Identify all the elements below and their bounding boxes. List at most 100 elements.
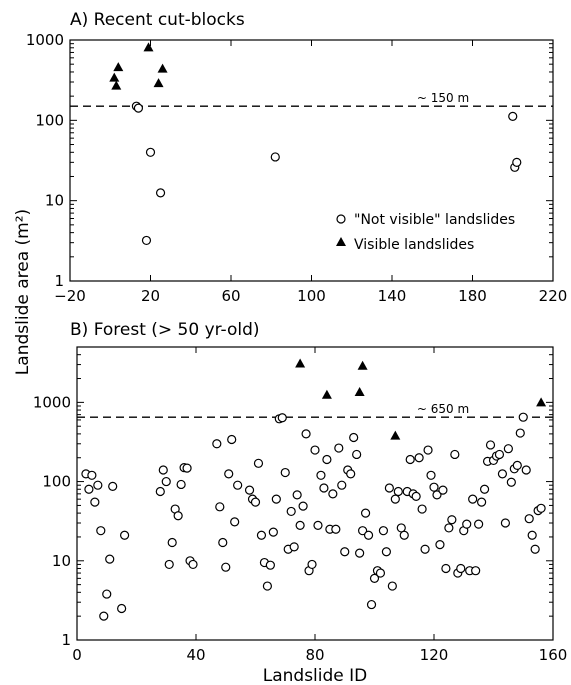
panel-a-ytick-label: 100: [35, 111, 64, 129]
panel-b-point-visible: [354, 387, 365, 397]
panel-b-point-not-visible: [536, 503, 546, 513]
panel-b-point-not-visible: [346, 469, 356, 479]
panel-a-frame: [69, 39, 554, 282]
panel-b-point-not-visible: [527, 530, 537, 540]
panel-b-title: B) Forest (> 50 yr-old): [70, 320, 260, 340]
panel-b-point-not-visible: [319, 483, 329, 493]
panel-a-point-visible: [157, 63, 168, 73]
panel-b-point-not-visible: [426, 470, 436, 480]
panel-b-point-not-visible: [429, 482, 439, 492]
panel-b-point-not-visible: [215, 502, 225, 512]
panel-b-point-not-visible: [474, 519, 484, 529]
panel-b-ticks: 0 40 80 120 160 1 10 100 1000: [33, 346, 568, 664]
legend-visible-label: Visible landslides: [354, 237, 474, 253]
panel-b-ytick-label: 100: [42, 473, 71, 491]
panel-a-point-visible: [111, 80, 122, 90]
panel-a-point-not-visible: [145, 147, 156, 157]
panel-b-threshold-label: ~ 650 m: [417, 402, 469, 416]
panel-b-point-not-visible: [244, 485, 255, 495]
panel-a-point-not-visible: [155, 188, 166, 198]
panel-b-point-not-visible: [84, 484, 94, 494]
panel-a-points: [109, 42, 522, 246]
panel-b-point-not-visible: [530, 544, 540, 554]
legend: "Not visible" landslides Visible landsli…: [336, 212, 515, 253]
panel-b-point-not-visible: [301, 429, 311, 439]
panel-b-point-not-visible: [256, 530, 267, 540]
panel-b-ytick-label: 1000: [33, 393, 71, 411]
panel-b-point-not-visible: [417, 504, 427, 514]
panel-b-point-not-visible: [384, 483, 394, 493]
panel-b-point-not-visible: [307, 559, 317, 570]
panel-b-point-not-visible: [334, 443, 344, 453]
panel-b-point-visible: [321, 389, 332, 399]
panel-b-point-not-visible: [500, 518, 510, 528]
legend-not-visible-label: "Not visible" landslides: [354, 212, 515, 228]
panel-b-point-not-visible: [360, 508, 371, 518]
panel-b-point-not-visible: [456, 563, 466, 574]
panel-b-point-not-visible: [277, 413, 287, 423]
panel-b-point-not-visible: [521, 465, 531, 475]
panel-b-point-not-visible: [289, 542, 299, 552]
panel-b-xtick-label: 160: [539, 646, 568, 664]
panel-a-xtick-label: 20: [141, 287, 160, 305]
panel-a-title: A) Recent cut-blocks: [70, 10, 245, 30]
panel-b-point-not-visible: [506, 477, 516, 487]
panel-b-point-visible: [357, 360, 368, 370]
panel-b-point-not-visible: [93, 480, 103, 490]
panel-b-point-not-visible: [447, 515, 457, 525]
panel-b-point-not-visible: [468, 494, 478, 504]
panel-b-point-not-visible: [182, 463, 192, 473]
panel-b-point-not-visible: [271, 494, 281, 504]
panel-b-point-not-visible: [188, 559, 198, 570]
panel-a-point-visible: [113, 62, 124, 72]
panel-b-point-not-visible: [414, 453, 424, 463]
panel-b-point-not-visible: [286, 506, 296, 517]
panel-b-point-not-visible: [515, 428, 525, 438]
panel-a-point-visible: [109, 72, 120, 82]
panel-b-point-not-visible: [358, 526, 368, 536]
panel-b-point-not-visible: [253, 458, 264, 468]
panel-b-point-not-visible: [295, 520, 305, 530]
panel-b-point-not-visible: [322, 454, 332, 465]
panel-b-xtick-label: 80: [305, 646, 324, 664]
panel-b-point-not-visible: [485, 440, 496, 450]
panel-b-point-visible: [295, 358, 306, 368]
panel-b-xtick-label: 40: [186, 646, 205, 664]
panel-a-point-not-visible: [512, 157, 522, 167]
panel-b: B) Forest (> 50 yr-old) 0 40 80 120 160 1 10 10…: [33, 320, 568, 664]
panel-b-point-not-visible: [479, 484, 490, 494]
panel-b-point-not-visible: [340, 547, 350, 557]
panel-b-point-not-visible: [381, 547, 391, 557]
panel-b-point-not-visible: [399, 530, 409, 540]
panel-b-point-not-visible: [405, 454, 415, 465]
panel-b-ytick-label: 10: [52, 552, 71, 570]
panel-b-point-not-visible: [378, 526, 389, 536]
panel-a-xtick-label: 100: [297, 287, 326, 305]
panel-b-point-not-visible: [423, 445, 433, 455]
panel-b-point-not-visible: [155, 486, 165, 497]
panel-b-point-not-visible: [438, 485, 448, 495]
panel-b-point-not-visible: [227, 434, 237, 445]
panel-b-point-not-visible: [524, 514, 534, 524]
panel-a-ytick-label: 10: [45, 192, 64, 210]
panel-a-threshold-label: ~ 150 m: [417, 91, 469, 105]
panel-b-point-not-visible: [96, 526, 106, 536]
panel-b-point-not-visible: [117, 603, 127, 614]
panel-a-xtick-label: 220: [539, 287, 568, 305]
legend-triangle-marker: [336, 237, 346, 246]
panel-b-point-not-visible: [250, 497, 261, 507]
panel-b-point-not-visible: [161, 476, 171, 487]
panel-b-point-visible: [390, 430, 401, 440]
panel-a-point-visible: [153, 78, 164, 88]
panel-b-point-not-visible: [262, 581, 272, 591]
panel-b-point-not-visible: [105, 554, 115, 564]
panel-b-point-not-visible: [435, 540, 445, 550]
panel-b-point-not-visible: [176, 479, 186, 490]
panel-b-point-not-visible: [512, 460, 522, 471]
panel-b-point-not-visible: [99, 611, 109, 621]
panel-b-point-not-visible: [393, 486, 403, 497]
panel-b-point-not-visible: [310, 445, 320, 455]
panel-b-point-not-visible: [230, 517, 240, 527]
panel-b-point-not-visible: [292, 490, 302, 500]
